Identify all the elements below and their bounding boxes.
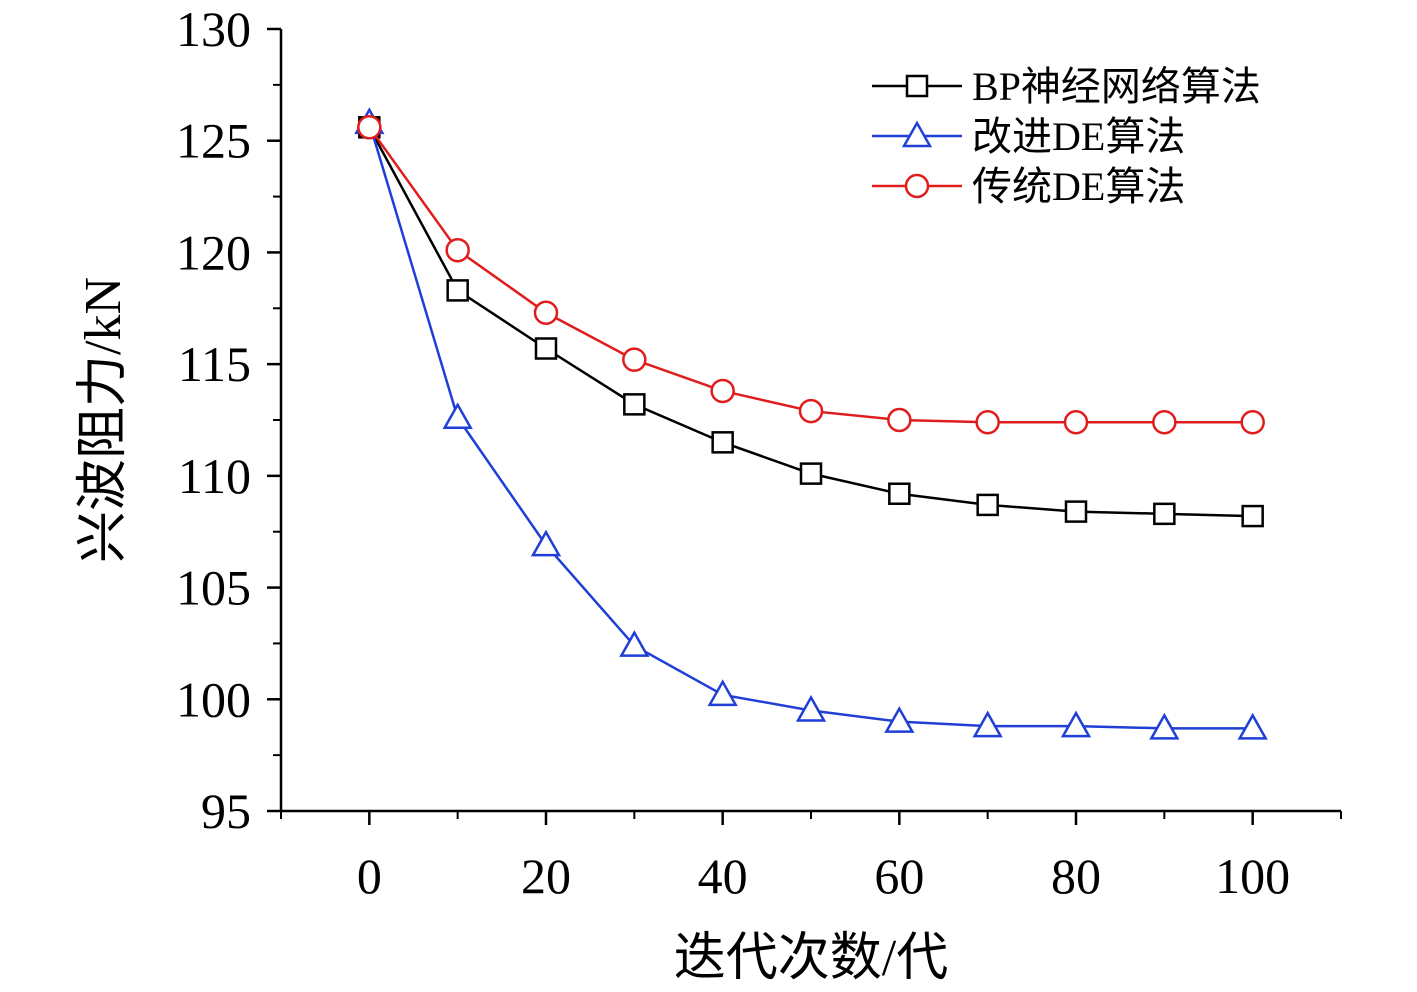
data-point: [887, 407, 912, 433]
x-tick-label: 100: [1215, 848, 1290, 904]
y-tick-label: 130: [176, 1, 251, 57]
data-point: [533, 300, 559, 326]
y-tick-label: 120: [176, 224, 251, 280]
x-tick-label: 20: [521, 848, 571, 904]
data-point: [619, 630, 650, 657]
data-point: [446, 279, 469, 302]
data-point: [710, 378, 735, 404]
y-tick-label: 110: [178, 448, 251, 504]
y-tick-label: 95: [201, 783, 251, 839]
data-point: [707, 679, 738, 707]
legend-marker: [901, 120, 933, 148]
data-point: [530, 529, 562, 557]
data-point: [1152, 409, 1177, 435]
data-point: [972, 710, 1003, 738]
data-point: [888, 482, 911, 505]
data-point: [534, 337, 558, 360]
data-point: [795, 694, 827, 722]
data-point: [445, 237, 470, 263]
series-circle: [357, 115, 1265, 435]
series-layer: [354, 107, 1268, 740]
legend-item: 传统DE算法: [872, 164, 1185, 209]
data-point: [623, 393, 646, 416]
data-point: [711, 431, 734, 454]
y-tick-label: 105: [176, 560, 251, 616]
data-point: [1241, 504, 1264, 528]
legend-label: BP神经网络算法: [972, 64, 1261, 109]
legend-marker: [905, 74, 929, 98]
ticks: 95 100 105 110 115 120 125 130 0 20 40 60 80 100: [176, 1, 1342, 904]
legend-item: BP神经网络算法: [872, 64, 1261, 109]
legend-label: 改进DE算法: [972, 114, 1185, 159]
data-point: [442, 402, 473, 430]
legend-item: 改进DE算法: [872, 114, 1185, 159]
series-line: [368, 122, 1253, 730]
data-point: [975, 409, 1000, 435]
data-point: [798, 398, 824, 424]
series-triangle: [354, 107, 1268, 740]
data-point: [1153, 502, 1176, 526]
x-tick-label: 80: [1051, 848, 1101, 904]
data-point: [622, 347, 647, 372]
data-point: [1149, 712, 1180, 740]
data-point: [976, 493, 999, 517]
x-tick-label: 0: [357, 848, 382, 904]
y-tick-label: 100: [176, 671, 251, 727]
data-point: [799, 462, 823, 485]
data-point: [884, 706, 915, 733]
y-axis-title: 兴波阻力/kN: [75, 277, 132, 563]
x-axis-title: 迭代次数/代: [674, 930, 948, 987]
legend-label: 传统DE算法: [972, 164, 1185, 209]
y-tick-label: 115: [178, 336, 251, 392]
x-tick-label: 40: [698, 848, 748, 904]
data-point: [1064, 500, 1088, 523]
x-tick-label: 60: [874, 848, 924, 904]
data-point: [1240, 409, 1265, 435]
y-tick-label: 125: [176, 113, 251, 169]
legend-marker: [904, 173, 930, 199]
data-point: [1063, 409, 1089, 435]
data-point: [1060, 710, 1092, 738]
data-point: [1237, 712, 1268, 740]
data-point: [357, 115, 382, 140]
